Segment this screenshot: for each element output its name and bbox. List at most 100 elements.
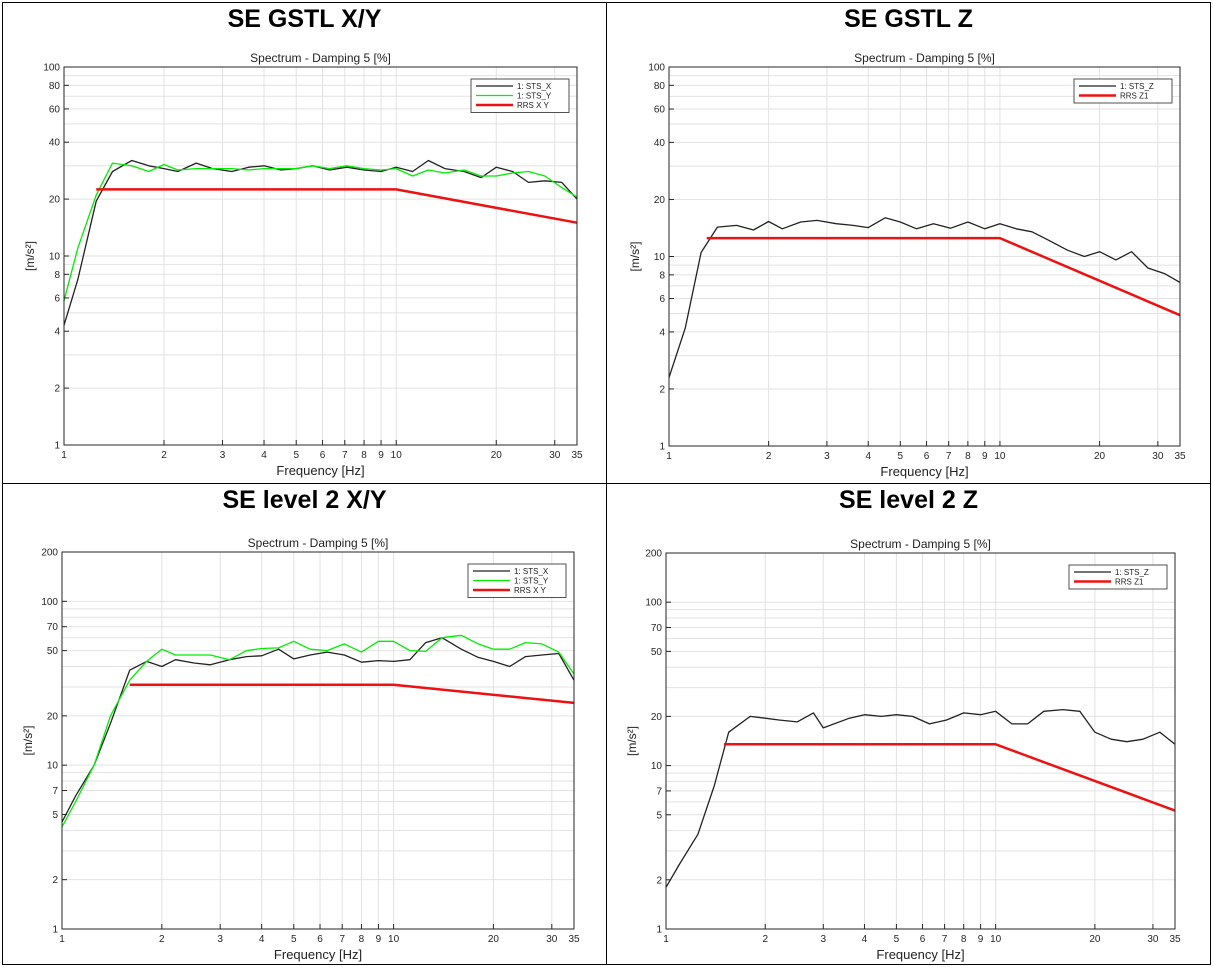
chart-subtitle: Spectrum - Damping 5 [%]	[248, 536, 389, 550]
x-tick-label: 30	[549, 450, 561, 461]
panel-se-gstl-z: SE GSTL Z Spectrum - Damping 5 [%] 1 2 3 4 5 6…	[607, 2, 1211, 484]
legend-box	[1068, 564, 1168, 590]
y-axis-label: [m/s²]	[23, 241, 37, 271]
y-tick-label: 4	[54, 327, 60, 338]
x-tick-label: 4	[865, 451, 871, 462]
x-tick-label: 6	[317, 934, 323, 945]
x-tick-label: 4	[862, 934, 868, 945]
y-tick-label: 10	[49, 252, 61, 263]
y-tick-label: 50	[651, 647, 663, 658]
chart-subtitle: Spectrum - Damping 5 [%]	[850, 537, 991, 551]
x-tick-label: 1	[59, 934, 65, 945]
y-tick-label: 4	[659, 327, 665, 338]
y-tick-label: 5	[656, 810, 662, 821]
plot-area	[666, 553, 1175, 929]
y-axis-label: [m/s²]	[625, 726, 639, 756]
x-tick-label: 7	[946, 451, 952, 462]
y-tick-label: 1	[659, 442, 665, 453]
series-line-rrs-z1	[724, 743, 1176, 812]
x-tick-label: 10	[990, 934, 1002, 945]
x-tick-label: 1	[61, 450, 67, 461]
panel-title: SE GSTL Z	[844, 5, 973, 33]
legend-entry: 1: STS_Y	[517, 92, 552, 101]
x-tick-label: 30	[1152, 451, 1164, 462]
panel-title: SE GSTL X/Y	[227, 5, 382, 33]
series-line-1-sts-z	[665, 708, 1176, 888]
y-tick-label: 8	[54, 270, 60, 281]
y-tick-label: 6	[54, 293, 60, 304]
x-tick-label: 3	[824, 451, 830, 462]
x-tick-label: 3	[821, 934, 827, 945]
x-tick-label: 10	[391, 450, 403, 461]
y-tick-label: 7	[656, 786, 662, 797]
y-tick-label: 200	[645, 549, 662, 560]
series-line-1-sts-y	[61, 634, 575, 828]
series-line-1-sts-z	[668, 217, 1181, 378]
y-tick-label: 200	[41, 548, 58, 559]
y-tick-label: 1	[54, 441, 60, 452]
legend-entry: 1: STS_X	[514, 567, 549, 576]
grid-lines	[63, 66, 577, 446]
y-tick-label: 20	[49, 195, 61, 206]
x-tick-label: 2	[159, 934, 165, 945]
x-tick-label: 9	[376, 934, 382, 945]
x-tick-label: 6	[924, 451, 930, 462]
x-tick-label: 20	[1089, 934, 1101, 945]
y-tick-label: 1	[656, 925, 662, 936]
y-tick-label: 8	[659, 270, 665, 281]
y-tick-label: 10	[651, 761, 663, 772]
x-tick-label: 10	[994, 451, 1006, 462]
chart-subtitle: Spectrum - Damping 5 [%]	[854, 51, 995, 65]
x-tick-label: 8	[961, 934, 967, 945]
x-tick-label: 3	[220, 450, 226, 461]
x-tick-label: 20	[1094, 451, 1106, 462]
x-tick-label: 20	[488, 934, 500, 945]
y-tick-label: 2	[659, 384, 665, 395]
y-tick-label: 20	[651, 712, 663, 723]
chart-se-gstl-z: Spectrum - Damping 5 [%]1 2 3 4 5 6 7 8 9 10 20 30 3…	[628, 51, 1186, 479]
y-axis-label: [m/s²]	[21, 726, 35, 756]
series-line-rrs-x-y	[129, 683, 575, 705]
y-tick-label: 20	[654, 195, 666, 206]
y-tick-label: 40	[654, 138, 666, 149]
y-tick-label: 50	[47, 646, 59, 657]
y-tick-label: 2	[54, 384, 60, 395]
series-line-1-sts-x	[63, 159, 578, 326]
x-tick-label: 6	[920, 934, 926, 945]
y-tick-label: 80	[654, 81, 666, 92]
x-tick-label: 5	[291, 934, 297, 945]
y-tick-label: 60	[49, 104, 61, 115]
x-axis-label: Frequency [Hz]	[880, 464, 968, 479]
y-tick-label: 100	[43, 63, 60, 74]
x-tick-label: 35	[1174, 451, 1186, 462]
axes-frame	[61, 551, 575, 930]
legend-entry: 1: STS_Z	[1115, 568, 1149, 577]
x-tick-label: 3	[217, 934, 223, 945]
chart-se-level2-xy: Spectrum - Damping 5 [%] 1 2 3 4 5 6 7 8 9 10 20 30 3…	[21, 536, 580, 962]
x-tick-label: 9	[978, 934, 984, 945]
x-tick-label: 35	[1169, 934, 1181, 945]
axes-frame	[665, 552, 1176, 930]
x-axis-label: Frequency [Hz]	[876, 947, 964, 962]
series-line-rrs-x-y	[96, 188, 578, 224]
x-tick-label: 30	[1147, 934, 1159, 945]
y-tick-label: 100	[648, 63, 665, 74]
x-tick-label: 9	[378, 450, 384, 461]
x-tick-label: 8	[359, 934, 365, 945]
y-tick-label: 1	[52, 925, 58, 936]
x-tick-label: 7	[342, 450, 348, 461]
legend-entry: RRS Z1	[1115, 578, 1144, 587]
y-tick-label: 20	[47, 711, 59, 722]
legend-entry: RRS X Y	[517, 101, 550, 110]
x-tick-label: 6	[320, 450, 326, 461]
panel-se-gstl-xy: SE GSTL X/Y Spectrum - Damping 5 [%] 1 2 3 4…	[2, 2, 607, 484]
panel-title: SE level 2 X/Y	[222, 486, 387, 514]
y-tick-label: 70	[47, 622, 59, 633]
series-line-1-sts-y	[63, 162, 578, 301]
x-tick-label: 2	[161, 450, 167, 461]
panel-title: SE level 2 Z	[839, 486, 978, 514]
x-tick-label: 20	[491, 450, 503, 461]
x-tick-label: 30	[546, 934, 558, 945]
